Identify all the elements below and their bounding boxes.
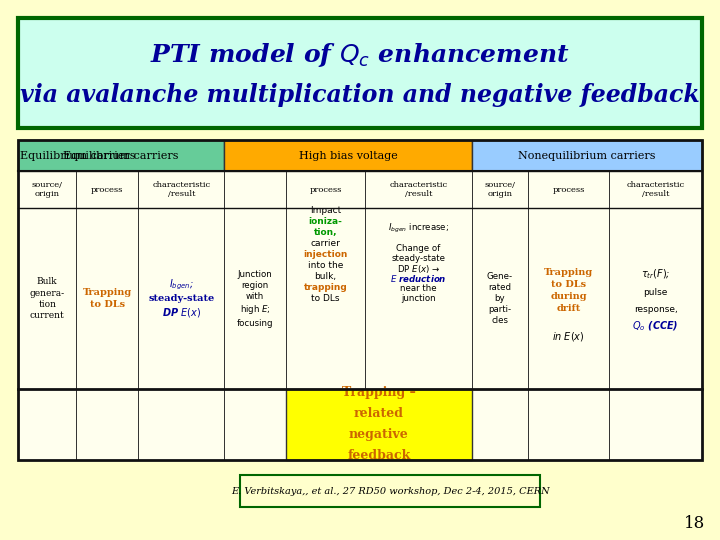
Text: steady-state: steady-state (392, 254, 446, 263)
Text: process: process (552, 186, 585, 194)
Text: Change of: Change of (396, 244, 441, 253)
Text: pulse: pulse (644, 288, 667, 297)
Text: E. Verbitskaya,, et al., 27 RD50 workshop, Dec 2-4, 2015, CERN: E. Verbitskaya,, et al., 27 RD50 worksho… (230, 487, 549, 496)
Text: $E$ reduction: $E$ reduction (390, 273, 446, 284)
Text: Equilibrium carriers: Equilibrium carriers (63, 151, 179, 161)
Bar (18, 208, 76, 389)
Text: Nonequilibrium carriers: Nonequilibrium carriers (518, 151, 656, 161)
Bar (365, 171, 472, 208)
Text: via avalanche multiplication and negative feedback: via avalanche multiplication and negativ… (20, 83, 700, 107)
Bar (138, 389, 224, 460)
Text: to DLs: to DLs (311, 294, 340, 303)
Text: Equilibrium carriers: Equilibrium carriers (19, 151, 135, 161)
Text: tion,: tion, (314, 228, 338, 237)
Text: bulk,: bulk, (315, 272, 337, 281)
Text: Trapping
to DLs
during
drift: Trapping to DLs during drift (544, 268, 593, 313)
Text: $I_{bgen}$;: $I_{bgen}$; (168, 278, 194, 292)
Bar (365, 208, 472, 389)
Text: carrier: carrier (311, 239, 341, 248)
Bar (528, 140, 609, 171)
Bar (240, 475, 540, 507)
Bar (138, 208, 224, 389)
Text: $\tau_{tr}(F)$;: $\tau_{tr}(F)$; (641, 268, 670, 281)
Bar (76, 140, 138, 171)
Bar (18, 18, 702, 128)
Text: process: process (91, 186, 124, 194)
Bar (18, 389, 76, 460)
Text: into the: into the (308, 261, 343, 270)
Text: Junction
region
with
high $E$;
focusing: Junction region with high $E$; focusing (237, 269, 274, 328)
Bar (609, 171, 702, 208)
Text: DP $E(x)$: DP $E(x)$ (161, 306, 201, 319)
Bar (76, 389, 138, 460)
Text: injection: injection (303, 250, 348, 259)
Text: source/
origin: source/ origin (32, 181, 63, 198)
Bar (609, 389, 702, 460)
Text: near the: near the (400, 284, 437, 293)
Bar (472, 171, 528, 208)
Text: junction: junction (401, 294, 436, 303)
Text: process: process (310, 186, 342, 194)
Bar (76, 171, 138, 208)
Bar (528, 208, 609, 389)
Bar (224, 140, 472, 171)
Bar (286, 389, 472, 460)
Text: 18: 18 (685, 515, 706, 531)
Text: Bulk
genera-
tion
current: Bulk genera- tion current (30, 278, 65, 320)
Bar (472, 208, 528, 389)
Bar (286, 208, 365, 389)
Text: PTI model of $Q_c$ enhancement: PTI model of $Q_c$ enhancement (150, 41, 570, 69)
Text: Gene-
rated
by
parti-
cles: Gene- rated by parti- cles (487, 272, 513, 325)
Bar (286, 171, 365, 208)
Bar (472, 140, 528, 171)
Text: trapping: trapping (304, 283, 348, 292)
Text: ioniza-: ioniza- (309, 217, 343, 226)
Text: characteristic
/result: characteristic /result (152, 181, 210, 198)
Bar (18, 140, 224, 171)
Text: response,: response, (634, 305, 678, 314)
Bar (472, 140, 702, 171)
Text: Impact: Impact (310, 206, 341, 215)
Bar (286, 140, 365, 171)
Text: DP $E(x)$ →: DP $E(x)$ → (397, 262, 440, 274)
Text: $Q_o$ (CCE): $Q_o$ (CCE) (632, 320, 679, 333)
Bar (365, 389, 472, 460)
Bar (224, 140, 286, 171)
Bar (472, 389, 528, 460)
Text: characteristic
/result: characteristic /result (390, 181, 448, 198)
Bar (138, 171, 224, 208)
Text: High bias voltage: High bias voltage (299, 151, 397, 161)
Text: Trapping
to DLs: Trapping to DLs (83, 288, 132, 309)
Bar (365, 140, 472, 171)
Bar (528, 389, 609, 460)
Bar (224, 208, 286, 389)
Text: $I_{bgen}$ increase;: $I_{bgen}$ increase; (388, 222, 449, 235)
Bar (609, 208, 702, 389)
Bar (18, 140, 76, 171)
Bar (18, 171, 76, 208)
Bar (18, 140, 702, 460)
Bar (138, 140, 224, 171)
Bar (609, 140, 702, 171)
Text: in $E(x)$: in $E(x)$ (552, 330, 585, 343)
Text: source/
origin: source/ origin (485, 181, 516, 198)
Bar (224, 389, 286, 460)
Text: Trapping –
related
negative
feedback: Trapping – related negative feedback (342, 387, 415, 462)
Bar (286, 389, 365, 460)
Bar (76, 208, 138, 389)
Bar (528, 171, 609, 208)
Text: steady-state: steady-state (148, 294, 215, 303)
Bar (224, 171, 286, 208)
Text: characteristic
/result: characteristic /result (626, 181, 685, 198)
